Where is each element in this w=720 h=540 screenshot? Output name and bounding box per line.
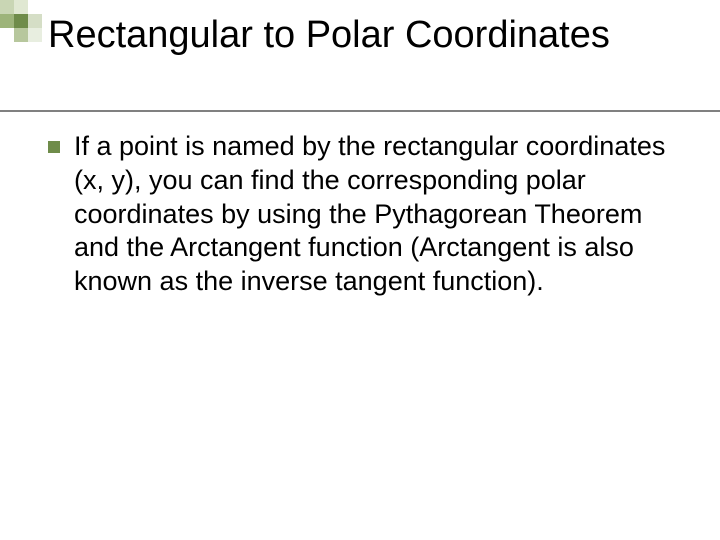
deco-square <box>14 28 28 42</box>
deco-square <box>28 14 42 28</box>
body-text: If a point is named by the rectangular c… <box>74 130 680 299</box>
body-area: If a point is named by the rectangular c… <box>48 130 680 299</box>
title-block: Rectangular to Polar Coordinates <box>48 14 690 58</box>
deco-square <box>14 0 28 14</box>
deco-square <box>28 28 42 42</box>
deco-square <box>14 14 28 28</box>
slide-title: Rectangular to Polar Coordinates <box>48 14 690 58</box>
square-bullet-icon <box>48 141 60 153</box>
deco-square <box>0 14 14 28</box>
bullet-item: If a point is named by the rectangular c… <box>48 130 680 299</box>
deco-square <box>0 0 14 14</box>
title-underline <box>0 110 720 112</box>
